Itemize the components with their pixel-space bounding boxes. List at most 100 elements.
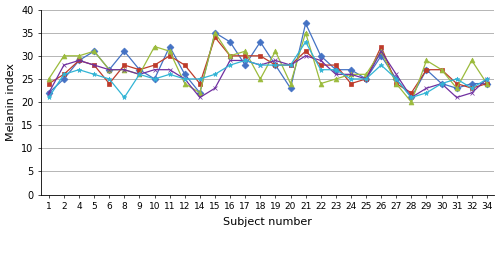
Week 8 [227, 63, 233, 67]
Week 6 [318, 59, 324, 62]
Week 4 [288, 82, 294, 85]
Legend: Week 0, Week 2, Week 4, Week 6, Week 8: Week 0, Week 2, Week 4, Week 6, Week 8 [112, 259, 424, 263]
Week 8 [46, 96, 52, 99]
Week 0 [182, 73, 188, 76]
Week 8 [166, 73, 172, 76]
Week 8 [91, 73, 97, 76]
Week 2 [454, 82, 460, 85]
Week 4 [182, 82, 188, 85]
Week 2 [106, 82, 112, 85]
Week 0 [258, 40, 264, 43]
Week 2 [76, 59, 82, 62]
Week 4 [469, 59, 475, 62]
Week 4 [272, 50, 278, 53]
Week 6 [272, 59, 278, 62]
Week 4 [61, 54, 67, 57]
Week 0 [227, 40, 233, 43]
Week 6 [378, 50, 384, 53]
Week 0 [197, 91, 203, 94]
Week 4 [197, 91, 203, 94]
Week 2 [46, 82, 52, 85]
Week 4 [378, 50, 384, 53]
Week 8 [454, 77, 460, 80]
Week 6 [91, 63, 97, 67]
Week 8 [258, 63, 264, 67]
Week 2 [122, 63, 128, 67]
Week 6 [76, 59, 82, 62]
Week 0 [61, 77, 67, 80]
Week 0 [348, 68, 354, 71]
Week 4 [318, 82, 324, 85]
Week 2 [227, 54, 233, 57]
Week 6 [438, 82, 444, 85]
Week 0 [122, 50, 128, 53]
Week 2 [363, 77, 369, 80]
Week 4 [424, 59, 430, 62]
Week 2 [408, 91, 414, 94]
Week 8 [484, 77, 490, 80]
Week 8 [333, 68, 339, 71]
Week 6 [363, 77, 369, 80]
Week 0 [454, 87, 460, 90]
Week 2 [318, 63, 324, 67]
Week 8 [348, 77, 354, 80]
Week 2 [424, 68, 430, 71]
Week 2 [348, 82, 354, 85]
Week 0 [212, 31, 218, 34]
Week 4 [408, 100, 414, 104]
Week 6 [61, 63, 67, 67]
Week 2 [258, 54, 264, 57]
Week 2 [438, 68, 444, 71]
Week 8 [122, 96, 128, 99]
Week 6 [484, 77, 490, 80]
Week 8 [242, 59, 248, 62]
Week 2 [197, 82, 203, 85]
Week 2 [302, 50, 308, 53]
Week 4 [227, 54, 233, 57]
Week 6 [302, 54, 308, 57]
Week 2 [61, 73, 67, 76]
Week 0 [378, 54, 384, 57]
Week 0 [408, 96, 414, 99]
Week 4 [212, 31, 218, 34]
Week 8 [197, 77, 203, 80]
Week 4 [106, 68, 112, 71]
Week 2 [182, 63, 188, 67]
Week 8 [61, 73, 67, 76]
Week 0 [46, 91, 52, 94]
Line: Week 6: Week 6 [46, 49, 490, 100]
Week 0 [424, 68, 430, 71]
Week 6 [469, 91, 475, 94]
Week 4 [484, 82, 490, 85]
Week 8 [182, 77, 188, 80]
Week 4 [258, 77, 264, 80]
Week 6 [182, 77, 188, 80]
X-axis label: Subject number: Subject number [224, 217, 312, 227]
Week 6 [242, 59, 248, 62]
Week 0 [272, 63, 278, 67]
Week 0 [106, 68, 112, 71]
Week 0 [333, 68, 339, 71]
Line: Week 2: Week 2 [46, 35, 490, 95]
Week 8 [288, 63, 294, 67]
Week 8 [469, 87, 475, 90]
Week 2 [242, 54, 248, 57]
Week 6 [46, 91, 52, 94]
Week 0 [484, 82, 490, 85]
Week 2 [166, 54, 172, 57]
Week 6 [288, 63, 294, 67]
Week 0 [91, 50, 97, 53]
Week 4 [166, 50, 172, 53]
Week 6 [424, 87, 430, 90]
Line: Week 4: Week 4 [46, 30, 490, 104]
Week 6 [454, 96, 460, 99]
Week 4 [363, 73, 369, 76]
Week 2 [484, 82, 490, 85]
Week 6 [408, 96, 414, 99]
Week 2 [136, 68, 142, 71]
Week 4 [302, 31, 308, 34]
Line: Week 0: Week 0 [46, 21, 490, 100]
Y-axis label: Melanin index: Melanin index [6, 63, 16, 141]
Week 8 [212, 73, 218, 76]
Week 6 [106, 68, 112, 71]
